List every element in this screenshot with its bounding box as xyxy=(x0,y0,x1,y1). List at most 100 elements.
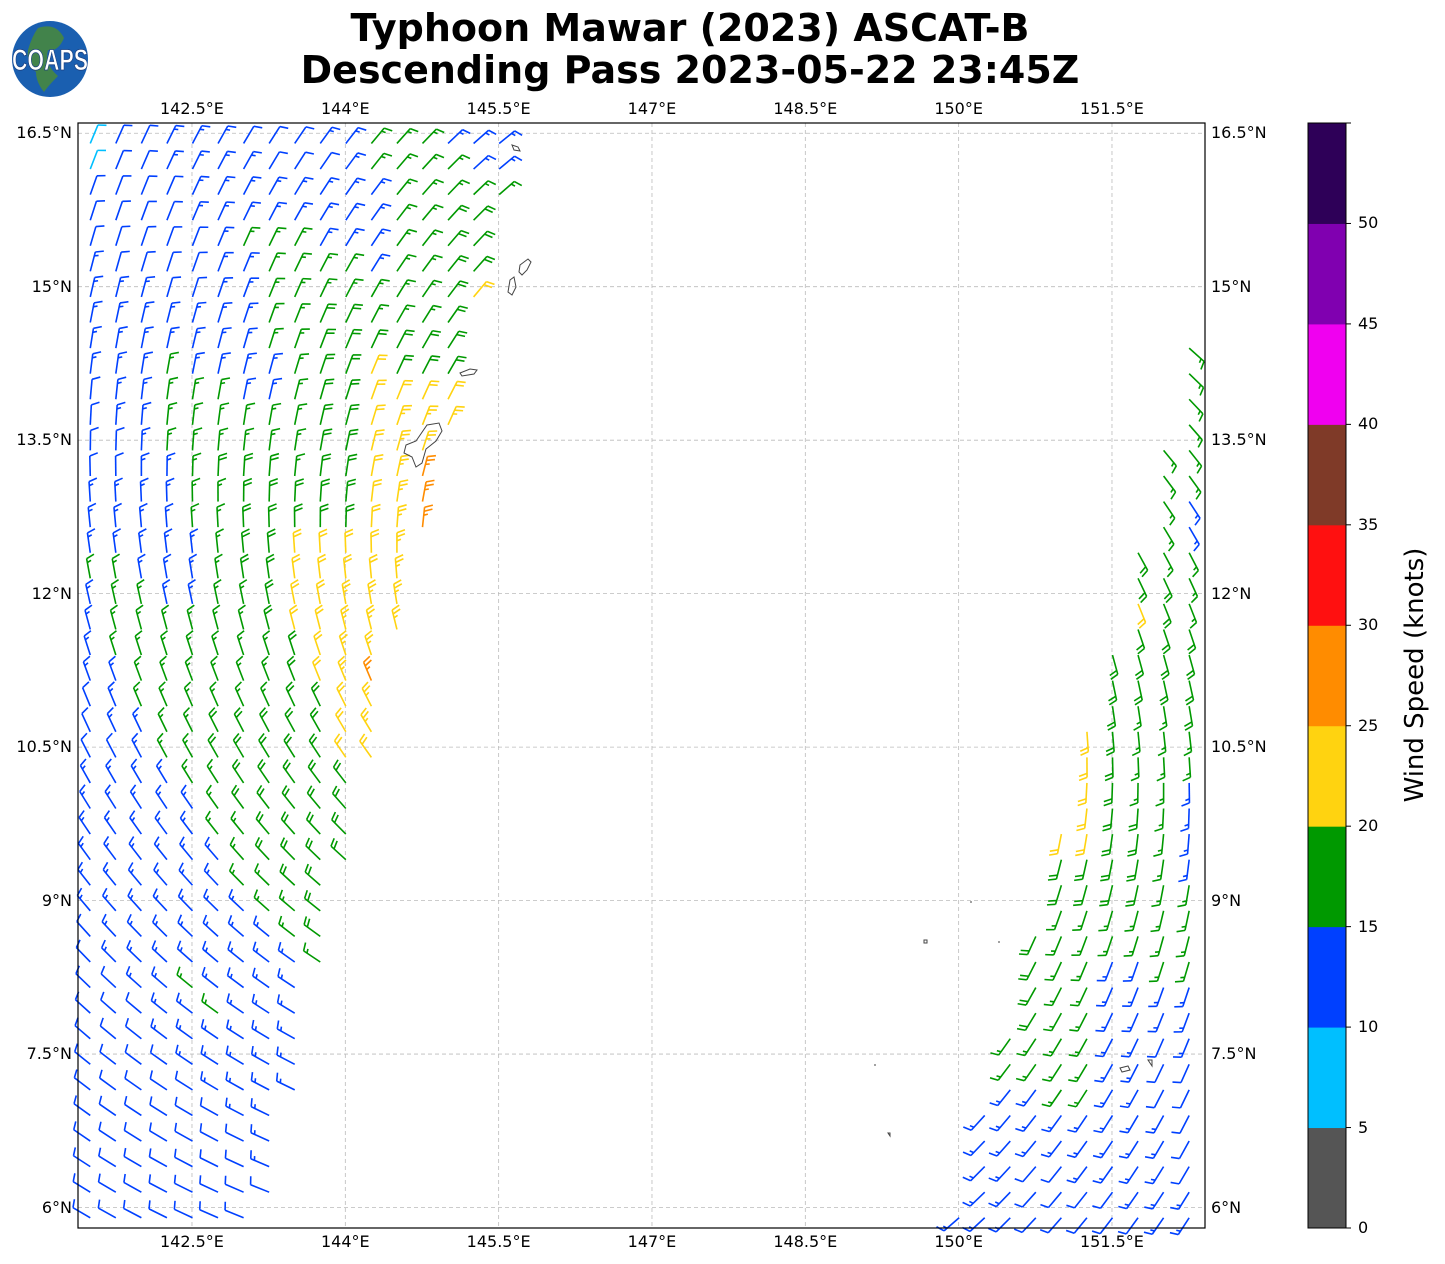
wind-barb xyxy=(396,528,406,553)
wind-barb xyxy=(345,278,364,298)
wind-barb xyxy=(1067,1089,1088,1108)
wind-barb xyxy=(242,452,254,477)
wind-barb xyxy=(1137,603,1147,629)
wind-barb xyxy=(1188,475,1202,500)
wind-barb xyxy=(124,1043,142,1065)
wind-barb xyxy=(215,528,224,553)
wind-barb xyxy=(345,227,365,247)
wind-barb xyxy=(276,1020,296,1040)
wind-barb xyxy=(242,477,253,502)
colorbar-tick-label: 10 xyxy=(1358,1017,1379,1037)
wind-barb xyxy=(242,201,261,221)
wind-barb xyxy=(140,124,159,144)
wind-barb xyxy=(293,453,306,477)
colorbar-bin xyxy=(1308,725,1346,827)
wind-barb xyxy=(279,863,296,886)
wind-barb xyxy=(319,503,329,528)
wind-barb xyxy=(200,1018,219,1040)
wind-barb xyxy=(1159,680,1169,706)
wind-barb xyxy=(1041,1114,1063,1133)
wind-barb xyxy=(153,836,168,861)
wind-barb xyxy=(268,352,284,374)
wind-barb xyxy=(267,503,277,528)
wind-barb xyxy=(1072,910,1088,932)
wind-barb xyxy=(177,914,194,937)
wind-barb xyxy=(291,553,301,579)
wind-barb xyxy=(1145,1115,1165,1134)
colorbar-tick-label: 5 xyxy=(1358,1117,1369,1137)
wind-barb xyxy=(252,967,270,989)
wind-barb xyxy=(191,376,205,400)
wind-barb xyxy=(1144,1191,1165,1210)
wind-barb xyxy=(165,477,175,502)
wind-barb xyxy=(1042,1038,1063,1057)
wind-barb xyxy=(308,733,321,758)
lon-tick-label-bottom: 145.5°E xyxy=(466,1232,531,1251)
wind-barb xyxy=(217,251,234,272)
wind-barb xyxy=(166,401,178,425)
lat-tick-label-left: 9°N xyxy=(41,890,72,910)
wind-barb xyxy=(1171,1115,1190,1135)
wind-barb xyxy=(268,201,288,221)
wind-barb xyxy=(396,479,409,502)
wind-barb xyxy=(217,452,228,477)
wind-barb xyxy=(148,1148,168,1168)
wind-barb xyxy=(1157,731,1167,757)
wind-barb xyxy=(258,733,270,758)
wind-barb xyxy=(89,250,104,272)
wind-barb xyxy=(1066,1166,1088,1184)
wind-barb xyxy=(217,201,235,221)
wind-barb xyxy=(183,681,194,707)
wind-barb xyxy=(115,326,128,349)
lon-tick-label-bottom: 151.5°E xyxy=(1080,1232,1144,1251)
wind-barb xyxy=(108,630,117,656)
wind-barb xyxy=(89,452,99,477)
wind-barb xyxy=(200,1045,219,1065)
wind-barb xyxy=(126,913,142,937)
wind-barb xyxy=(370,203,392,221)
wind-barb xyxy=(263,604,273,630)
wind-barb xyxy=(166,276,182,298)
wind-barb xyxy=(1105,731,1115,757)
lat-tick-label-left: 13.5°N xyxy=(16,430,72,450)
wind-barb xyxy=(1145,1089,1165,1109)
wind-barb xyxy=(217,352,231,374)
wind-barb xyxy=(198,1201,219,1219)
wind-barb xyxy=(962,1217,986,1233)
wind-barb xyxy=(319,478,331,502)
wind-barb xyxy=(166,226,183,247)
wind-barb xyxy=(101,913,117,937)
wind-barb xyxy=(157,707,168,733)
wind-barb xyxy=(242,226,261,247)
wind-barb xyxy=(224,1175,244,1193)
colorbar-bin xyxy=(1308,223,1346,325)
wind-barb xyxy=(1099,885,1114,907)
wind-barb xyxy=(1078,757,1088,782)
wind-barb xyxy=(115,200,131,221)
wind-barb xyxy=(294,126,315,144)
svg-text:COAPS: COAPS xyxy=(12,44,88,77)
wind-barb xyxy=(249,1176,270,1193)
wind-barb xyxy=(1188,501,1201,526)
wind-barb xyxy=(233,707,245,733)
wind-barb xyxy=(103,810,117,835)
wind-barb xyxy=(1118,1191,1139,1210)
wind-barb xyxy=(1185,680,1195,706)
wind-barb xyxy=(100,965,117,989)
wind-barb xyxy=(1152,859,1165,883)
wind-barb xyxy=(166,150,184,170)
wind-barb xyxy=(89,199,106,221)
title-line-2: Descending Pass 2023-05-22 23:45Z xyxy=(300,48,1080,92)
wind-barb xyxy=(1124,910,1139,932)
wind-barb xyxy=(166,452,176,476)
wind-barb xyxy=(304,863,321,886)
wind-barb xyxy=(138,502,148,528)
wind-barb xyxy=(1014,1191,1037,1208)
wind-barb xyxy=(1148,987,1165,1008)
wind-barb xyxy=(989,1063,1011,1082)
lat-tick-label-left: 6°N xyxy=(41,1197,72,1217)
wind-barb xyxy=(173,1148,193,1168)
wind-barb xyxy=(78,810,91,835)
wind-barb xyxy=(319,328,337,349)
wind-barb xyxy=(127,888,142,912)
